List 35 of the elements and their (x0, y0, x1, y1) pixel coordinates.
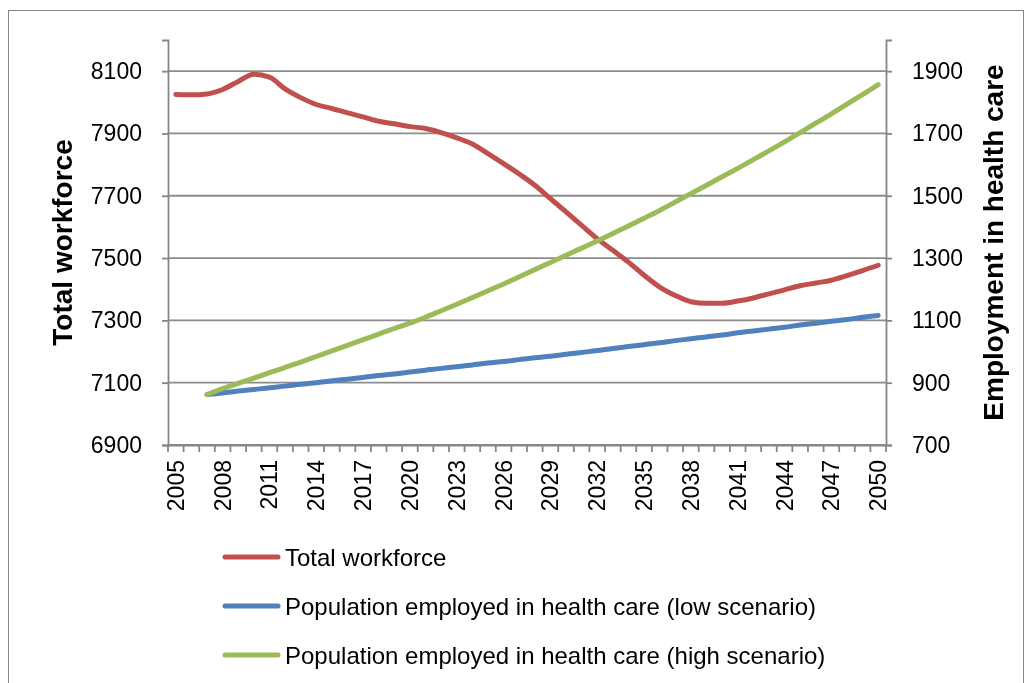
y-tick-label: 7900 (90, 120, 142, 147)
x-tick-label: 2023 (443, 460, 470, 512)
y-tick-label: 8100 (90, 58, 142, 85)
y-tick-label: 6900 (90, 431, 142, 458)
x-tick-label: 2011 (256, 460, 283, 510)
y2-tick-label: 1300 (912, 244, 964, 271)
x-tick-label: 2008 (209, 460, 236, 512)
x-tick-label: 2047 (818, 460, 845, 512)
y2-axis-title: Employment in health care (977, 64, 1009, 421)
legend-label: Total workforce (285, 543, 447, 571)
y-axis-title: Total workforce (46, 139, 78, 346)
x-tick-label: 2032 (584, 460, 611, 512)
x-tick-label: 2020 (396, 460, 423, 512)
x-tick-label: 2050 (865, 460, 892, 512)
x-tick-label: 2035 (631, 460, 658, 512)
x-tick-label: 2014 (303, 459, 330, 512)
legend-label: Population employed in health care (low scenario) (285, 592, 816, 620)
y2-tick-label: 1900 (912, 58, 964, 85)
y-tick-label: 7300 (90, 307, 142, 334)
x-tick-label: 2005 (162, 460, 189, 512)
x-tick-label: 2044 (771, 459, 798, 512)
x-tick-label: 2029 (537, 460, 564, 512)
x-tick-label: 2017 (350, 460, 377, 512)
y-tick-label: 7500 (90, 244, 142, 271)
y-tick-label: 7700 (90, 182, 142, 209)
x-tick-label: 2038 (677, 460, 704, 512)
y-tick-label: 7100 (90, 369, 142, 396)
y2-tick-label: 1500 (912, 182, 964, 209)
y2-tick-label: 900 (912, 369, 951, 396)
y2-tick-label: 700 (912, 431, 951, 458)
y2-tick-label: 1700 (912, 120, 964, 147)
x-tick-label: 2026 (490, 460, 517, 512)
x-tick-label: 2041 (724, 460, 751, 512)
y2-tick-label: 1100 (912, 307, 962, 334)
legend-label: Population employed in health care (high scenario) (285, 641, 826, 669)
